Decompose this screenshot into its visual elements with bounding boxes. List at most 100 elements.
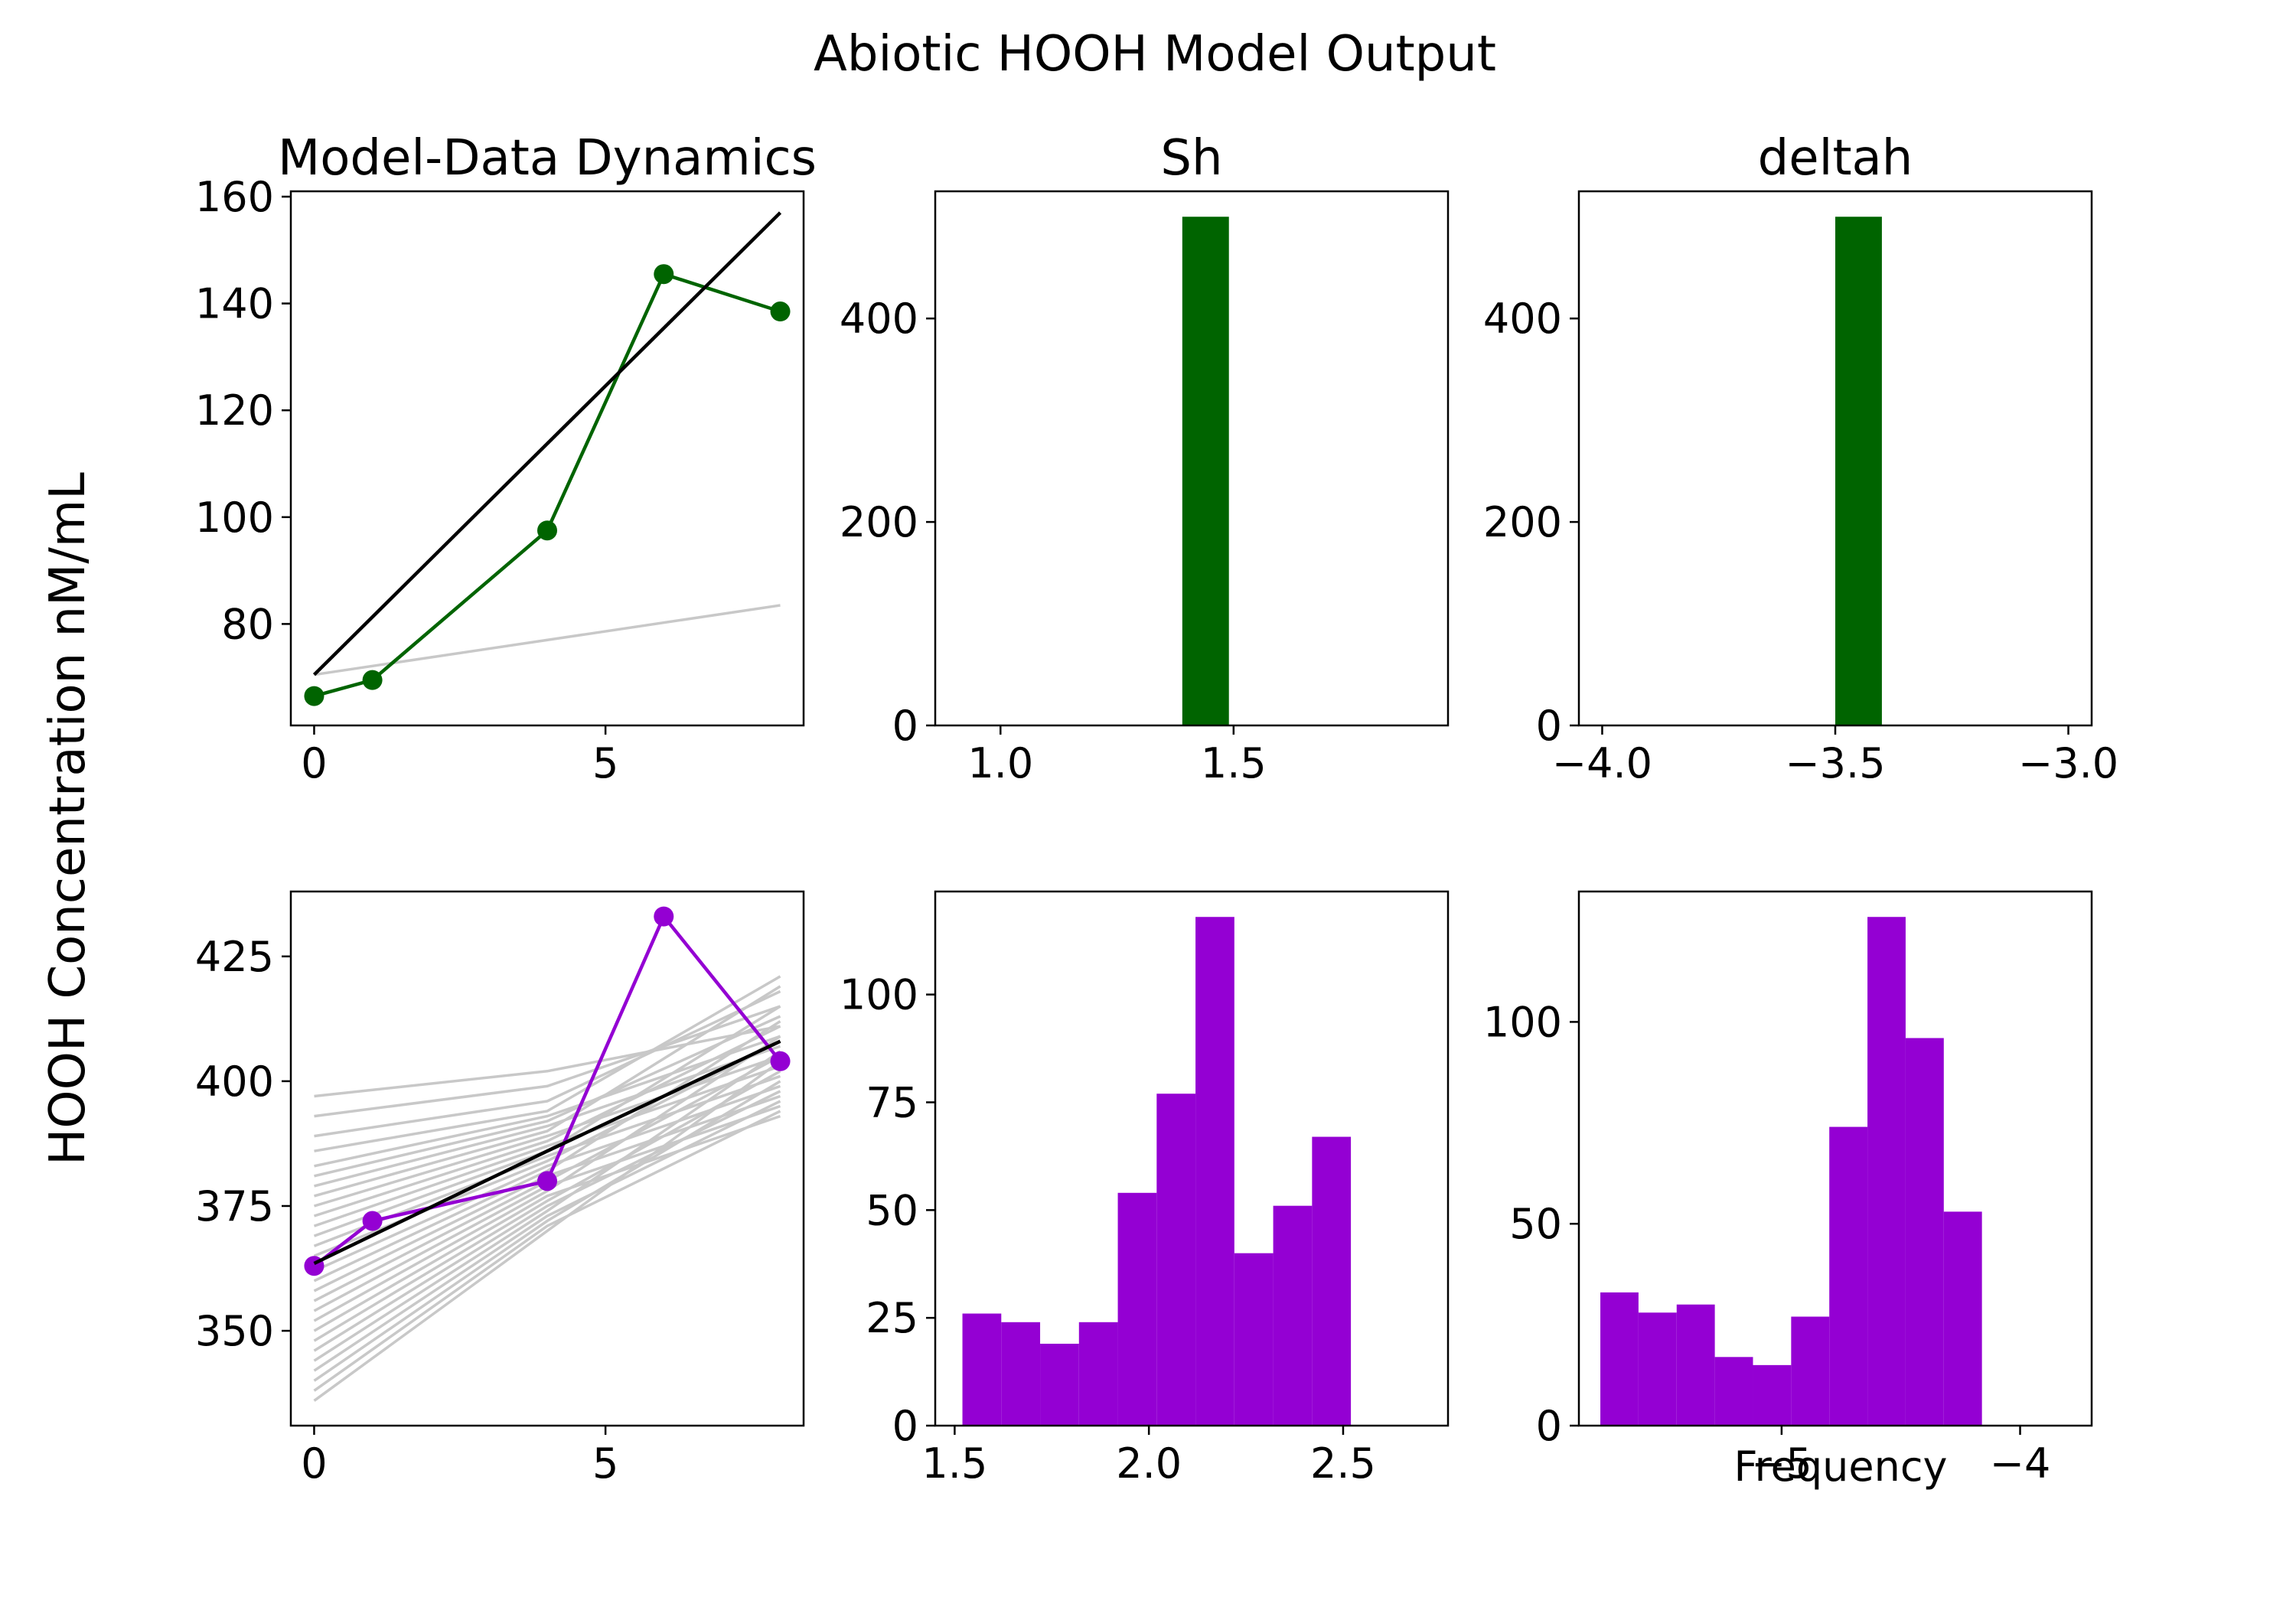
ensemble-line (313, 1110, 781, 1392)
axes-frame (1577, 890, 2093, 1427)
data-point (770, 302, 791, 322)
y-tick-label: 200 (1483, 498, 1562, 546)
histogram-bar (1078, 1322, 1118, 1426)
histogram-bar (1835, 217, 1882, 725)
ensemble-line (313, 1020, 781, 1283)
y-tick-label: 400 (840, 295, 918, 343)
y-tick-label: 0 (892, 1402, 918, 1450)
panel-bottom_sh: 1.5 2.0 2.5 0 25 50 75 100 (840, 890, 1450, 1488)
histogram-bar (1195, 917, 1234, 1426)
model-line (312, 211, 782, 676)
y-axis-label: HOOH Concentration nM/mL (40, 472, 96, 1165)
histogram-bar (1714, 1357, 1753, 1426)
axes-frame (934, 890, 1450, 1427)
ensemble-line (314, 1045, 781, 1188)
x-tick-label: −3.0 (2018, 739, 2118, 787)
panel-title: Model-Data Dynamics (278, 130, 817, 187)
panel-bottom_deltah: −5 −4 0 50 100 (1483, 890, 2093, 1488)
histogram-bar (1040, 1343, 1079, 1426)
data-point (770, 1051, 791, 1071)
y-tick-label: 0 (1536, 1402, 1562, 1450)
y-tick-label: 75 (866, 1078, 918, 1126)
ensemble-line (313, 1060, 781, 1402)
data-point (537, 520, 557, 541)
x-tick-label: 1.5 (921, 1439, 987, 1488)
axes-frame (934, 190, 1450, 727)
ensemble-line (314, 975, 781, 1152)
x-tick-label: 0 (301, 1439, 327, 1488)
histogram-bar (1791, 1316, 1830, 1426)
ensemble-line (313, 1070, 781, 1342)
x-tick-label: 1.5 (1201, 739, 1267, 787)
ensemble-line (313, 1114, 781, 1332)
plot-area (1600, 917, 1982, 1426)
y-tick-label: 0 (892, 702, 918, 750)
y-tick-label: 425 (195, 933, 274, 981)
histogram-bar (1312, 1136, 1352, 1426)
histogram-bar (1676, 1304, 1715, 1426)
x-tick-label: −5 (1751, 1439, 1812, 1488)
histogram-bar (1273, 1205, 1313, 1426)
y-tick-label: 50 (1509, 1200, 1562, 1248)
data-point (362, 1211, 383, 1231)
figure-title: Abiotic HOOH Model Output (814, 26, 1496, 83)
y-tick-label: 400 (1483, 295, 1562, 343)
x-tick-label: 5 (592, 1439, 618, 1488)
x-tick-label: 0 (301, 739, 327, 787)
panel-title: Sh (1160, 130, 1222, 187)
axes-frame (289, 190, 805, 727)
y-tick-label: 100 (195, 494, 274, 542)
y-tick-label: 120 (195, 386, 274, 435)
ensemble-line (314, 1025, 781, 1098)
plot-area (1835, 217, 1882, 725)
plot-area (1182, 217, 1229, 725)
x-tick-label: −3.5 (1785, 739, 1885, 787)
model-line (313, 1039, 781, 1266)
ensemble-line (314, 1015, 781, 1178)
y-tick-label: 100 (1483, 998, 1562, 1046)
x-tick-label: −4 (1990, 1439, 2051, 1488)
histogram-bar (1234, 1253, 1274, 1426)
y-tick-label: 80 (221, 600, 274, 648)
ensemble-line (313, 1054, 781, 1208)
y-tick-label: 350 (195, 1307, 274, 1355)
x-tick-label: 2.5 (1310, 1439, 1376, 1488)
histogram-bar (962, 1313, 1002, 1426)
panel-bottom_dynamics: 0 5 350 375 400 425 (195, 890, 805, 1488)
histogram-bar (1867, 917, 1906, 1426)
x-tick-label: −4.0 (1552, 739, 1652, 787)
histogram-bar (1753, 1364, 1792, 1426)
histogram-bar (1182, 217, 1229, 725)
ensemble-line (313, 1050, 781, 1362)
ensemble-line (313, 1035, 781, 1322)
x-tick-label: 5 (592, 739, 618, 787)
ensemble-line (313, 1080, 781, 1382)
y-tick-label: 25 (866, 1294, 918, 1342)
panel-top_sh: 1.0 1.5 0 200 400 Sh (840, 130, 1450, 787)
y-tick-label: 400 (195, 1058, 274, 1106)
data-point (654, 906, 674, 927)
histogram-bar (1001, 1322, 1041, 1426)
data-point (654, 264, 674, 285)
data-point (304, 686, 325, 706)
ensemble-line (313, 1090, 781, 1352)
histogram-bar (1829, 1126, 1868, 1426)
ensemble-line (314, 1005, 781, 1118)
histogram-bar (1638, 1312, 1677, 1426)
data-point (537, 1171, 557, 1191)
ensemble-line (314, 1035, 781, 1168)
plot-area (962, 917, 1352, 1426)
data-point (362, 670, 383, 690)
ensemble-line (313, 1064, 781, 1227)
x-axis-label: Frequency (1734, 1442, 1948, 1491)
y-tick-label: 375 (195, 1182, 274, 1231)
histogram-bar (1117, 1192, 1157, 1426)
plot-area (313, 975, 781, 1402)
ensemble-line (314, 989, 781, 1138)
ensemble-line (313, 1025, 781, 1217)
histogram-bar (1156, 1094, 1196, 1426)
histogram-bar (1600, 1292, 1639, 1426)
